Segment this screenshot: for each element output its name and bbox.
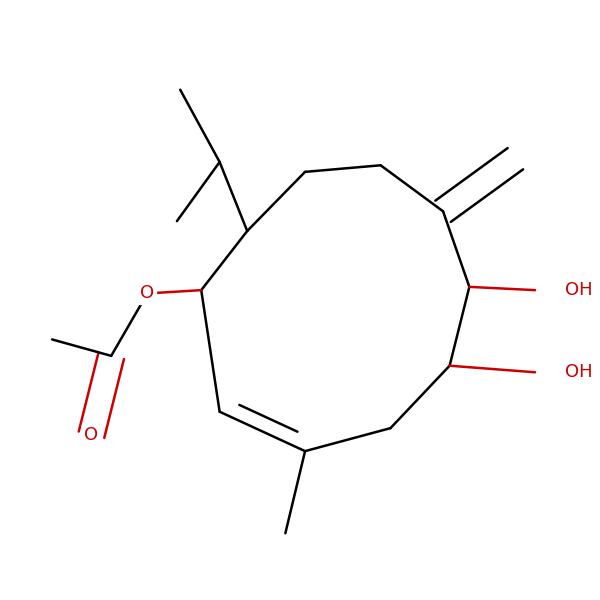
Text: O: O [140, 284, 154, 302]
Text: OH: OH [565, 363, 592, 381]
Text: OH: OH [565, 281, 592, 299]
Text: O: O [85, 426, 98, 444]
